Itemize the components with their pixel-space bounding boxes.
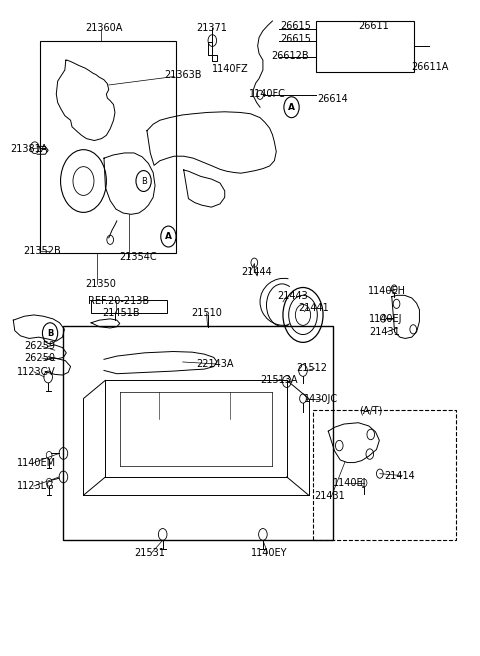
Text: 21512: 21512 bbox=[296, 363, 327, 373]
Text: 21444: 21444 bbox=[241, 268, 272, 277]
Text: 21354C: 21354C bbox=[120, 253, 157, 262]
Bar bbox=[91, 300, 167, 313]
Bar bbox=[312, 409, 456, 541]
Bar bbox=[316, 21, 414, 72]
Text: 1140EJ: 1140EJ bbox=[333, 478, 366, 488]
Text: A: A bbox=[165, 232, 172, 241]
Bar bbox=[63, 326, 333, 541]
Text: 21381A: 21381A bbox=[10, 144, 48, 154]
Text: 21431: 21431 bbox=[369, 327, 399, 337]
Text: 21363B: 21363B bbox=[165, 70, 202, 79]
Text: 21350: 21350 bbox=[85, 279, 116, 289]
Text: B: B bbox=[141, 176, 146, 186]
Text: 26614: 26614 bbox=[317, 94, 348, 104]
Text: 1430JC: 1430JC bbox=[304, 394, 338, 403]
Text: REF.20-213B: REF.20-213B bbox=[88, 297, 149, 306]
Text: 21451B: 21451B bbox=[103, 308, 140, 318]
Text: 21510: 21510 bbox=[192, 308, 222, 318]
Text: 26615: 26615 bbox=[281, 34, 312, 44]
Text: 26250: 26250 bbox=[24, 353, 55, 363]
Text: 1123GV: 1123GV bbox=[17, 367, 55, 377]
Bar bbox=[39, 41, 176, 253]
Text: B: B bbox=[47, 329, 53, 338]
Text: 22143A: 22143A bbox=[196, 359, 234, 369]
Text: 21414: 21414 bbox=[384, 470, 415, 481]
Text: 26611A: 26611A bbox=[411, 62, 448, 72]
Text: 1140EH: 1140EH bbox=[368, 286, 406, 296]
Text: 1140EJ: 1140EJ bbox=[369, 314, 402, 324]
Text: 21531: 21531 bbox=[134, 548, 165, 558]
Text: 1140EM: 1140EM bbox=[17, 458, 56, 468]
Text: 21443: 21443 bbox=[277, 291, 308, 301]
Text: 1140EY: 1140EY bbox=[251, 548, 287, 558]
Text: 21441: 21441 bbox=[298, 303, 329, 313]
Text: 1140FC: 1140FC bbox=[249, 89, 286, 99]
Text: 26612B: 26612B bbox=[271, 51, 309, 60]
Text: 1140FZ: 1140FZ bbox=[212, 64, 249, 74]
Text: 26615: 26615 bbox=[281, 21, 312, 31]
Text: 21431: 21431 bbox=[314, 491, 345, 501]
Text: 21360A: 21360A bbox=[85, 22, 122, 33]
Text: (A/T): (A/T) bbox=[360, 405, 383, 415]
Text: 26259: 26259 bbox=[24, 341, 55, 352]
Text: 1123LG: 1123LG bbox=[17, 481, 54, 491]
Text: 21352B: 21352B bbox=[23, 246, 60, 256]
Text: A: A bbox=[288, 103, 295, 112]
Text: 26611: 26611 bbox=[359, 21, 389, 31]
Text: 21371: 21371 bbox=[196, 22, 227, 33]
Text: 21513A: 21513A bbox=[260, 375, 298, 384]
